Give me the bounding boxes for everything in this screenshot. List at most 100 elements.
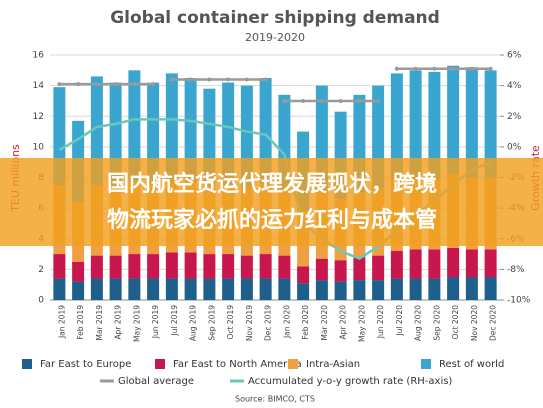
y2-tick-label: -10% bbox=[507, 296, 531, 306]
bar-segment bbox=[165, 252, 178, 279]
bar-segment bbox=[315, 258, 328, 281]
bar-segment bbox=[109, 255, 122, 279]
average-marker bbox=[263, 77, 268, 82]
legend-swatch bbox=[421, 359, 431, 369]
x-tick-label: Mar 2020 bbox=[320, 305, 329, 341]
legend-label: Accumulated y-o-y growth rate (RH-axis) bbox=[248, 376, 452, 387]
banner-background bbox=[0, 158, 543, 246]
legend-label: Rest of world bbox=[439, 359, 504, 370]
average-marker bbox=[76, 82, 81, 87]
x-tick-label: Aug 2019 bbox=[189, 305, 198, 341]
average-marker bbox=[451, 66, 456, 71]
average-marker bbox=[432, 66, 437, 71]
bar-segment bbox=[484, 70, 497, 178]
x-tick-label: Nov 2020 bbox=[470, 305, 479, 341]
bar-segment bbox=[372, 280, 385, 300]
average-marker bbox=[319, 98, 324, 103]
bar-segment bbox=[428, 249, 441, 279]
average-marker bbox=[244, 77, 249, 82]
y2-tick-label: 4% bbox=[507, 81, 522, 91]
bar-segment bbox=[390, 73, 403, 181]
bar-segment bbox=[409, 70, 422, 178]
average-marker bbox=[207, 77, 212, 82]
x-tick-label: Jun 2019 bbox=[151, 305, 160, 339]
average-marker bbox=[169, 77, 174, 82]
x-tick-label: Feb 2020 bbox=[301, 305, 310, 340]
bar-segment bbox=[428, 278, 441, 300]
x-tick-label: Aug 2020 bbox=[414, 305, 423, 341]
bar-segment bbox=[240, 278, 253, 300]
average-marker bbox=[357, 98, 362, 103]
bar-segment bbox=[128, 278, 141, 300]
x-tick-label: Jul 2019 bbox=[170, 305, 179, 337]
bar-segment bbox=[222, 254, 235, 279]
bar-segment bbox=[147, 278, 160, 300]
legend-label: Global average bbox=[118, 376, 194, 387]
x-tick-label: Jun 2020 bbox=[376, 305, 385, 339]
legend-swatch bbox=[155, 359, 165, 369]
bar-segment bbox=[447, 247, 460, 278]
bar-segment bbox=[184, 252, 197, 279]
banner-text: 国内航空货运代理发展现状，跨境 bbox=[107, 171, 437, 197]
bar-segment bbox=[278, 278, 291, 300]
bar-segment bbox=[128, 254, 141, 279]
bar-segment bbox=[428, 71, 441, 180]
bar-segment bbox=[278, 255, 291, 279]
x-tick-label: Sep 2019 bbox=[207, 305, 216, 341]
bar-segment bbox=[297, 266, 310, 284]
bar-segment bbox=[147, 254, 160, 279]
y2-tick-label: 6% bbox=[507, 51, 522, 61]
bar-segment bbox=[334, 260, 347, 282]
bar-segment bbox=[390, 251, 403, 279]
x-tick-label: Apr 2019 bbox=[114, 305, 123, 340]
bar-segment bbox=[72, 261, 85, 282]
average-marker bbox=[57, 82, 62, 87]
bar-segment bbox=[484, 277, 497, 300]
average-marker bbox=[469, 66, 474, 71]
bar-segment bbox=[109, 278, 122, 300]
y-tick-label: 12 bbox=[33, 112, 44, 122]
bar-segment bbox=[53, 254, 66, 279]
bar-segment bbox=[72, 281, 85, 300]
legend-label: Intra-Asian bbox=[306, 359, 360, 370]
bar-segment bbox=[165, 278, 178, 300]
bar-segment bbox=[90, 255, 103, 279]
average-marker bbox=[376, 98, 381, 103]
x-tick-label: Dec 2019 bbox=[264, 305, 273, 341]
average-marker bbox=[301, 98, 306, 103]
bar-segment bbox=[128, 70, 141, 183]
y-tick-label: 2 bbox=[38, 265, 44, 275]
bar-segment bbox=[409, 278, 422, 300]
x-tick-label: Nov 2019 bbox=[245, 305, 254, 341]
x-tick-label: Jul 2020 bbox=[395, 305, 404, 337]
bar-segment bbox=[465, 277, 478, 300]
x-tick-label: Apr 2020 bbox=[339, 305, 348, 340]
bar-segment bbox=[447, 277, 460, 300]
bar-segment bbox=[409, 249, 422, 279]
average-marker bbox=[338, 98, 343, 103]
y2-tick-label: -8% bbox=[507, 265, 525, 275]
bar-segment bbox=[297, 283, 310, 300]
legend-label: Far East to Europe bbox=[40, 359, 131, 370]
legend-swatch bbox=[288, 359, 298, 369]
average-marker bbox=[226, 77, 231, 82]
average-marker bbox=[132, 82, 137, 87]
average-marker bbox=[282, 98, 287, 103]
bar-segment bbox=[259, 77, 272, 184]
x-tick-label: May 2019 bbox=[132, 305, 141, 342]
y-tick-label: 14 bbox=[33, 81, 45, 91]
average-marker bbox=[394, 66, 399, 71]
x-tick-label: Oct 2019 bbox=[226, 305, 235, 340]
average-marker bbox=[113, 82, 118, 87]
legend-label: Far East to North America bbox=[173, 359, 302, 370]
average-marker bbox=[151, 82, 156, 87]
bar-segment bbox=[165, 73, 178, 183]
chart-subtitle: 2019-2020 bbox=[245, 31, 305, 44]
bar-segment bbox=[447, 65, 460, 175]
bar-segment bbox=[184, 77, 197, 183]
bar-segment bbox=[90, 278, 103, 300]
legend-swatch bbox=[22, 359, 32, 369]
x-tick-label: Dec 2020 bbox=[489, 305, 498, 341]
y-tick-label: 0 bbox=[38, 296, 44, 306]
x-tick-label: Jan 2019 bbox=[57, 305, 66, 339]
